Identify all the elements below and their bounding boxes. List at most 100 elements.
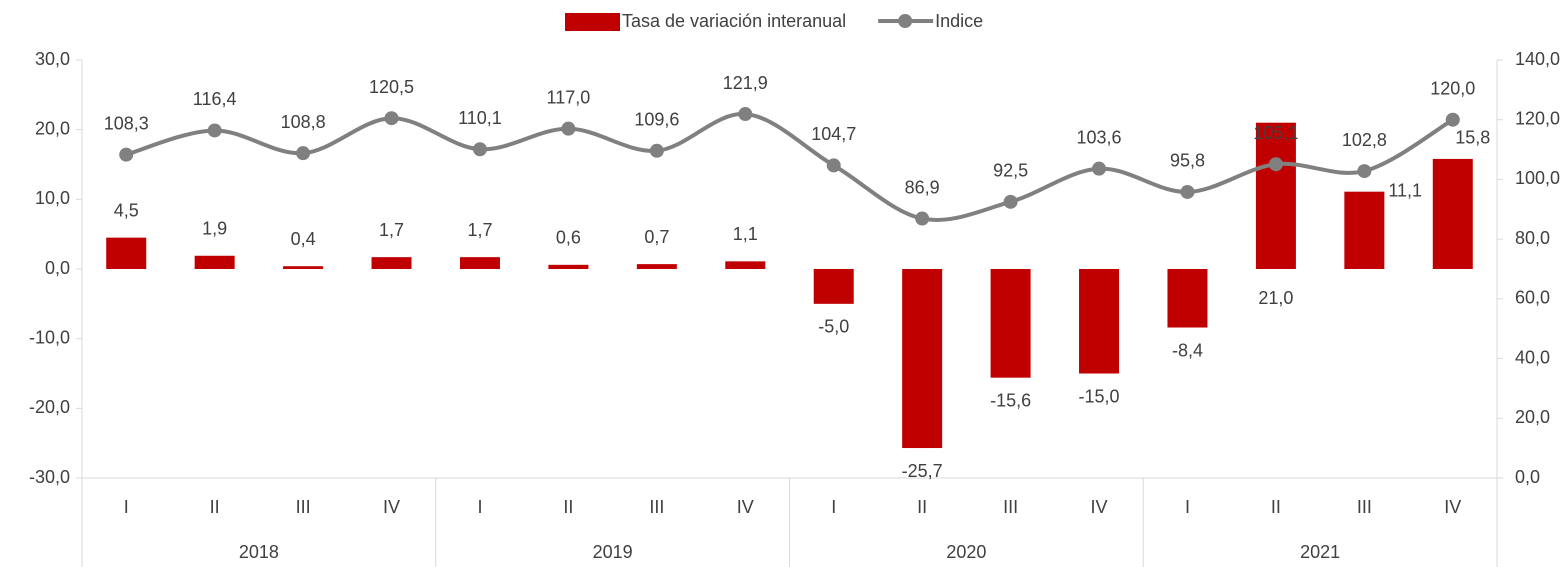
line-marker <box>738 107 753 122</box>
bar <box>194 255 235 269</box>
line-marker <box>561 121 576 136</box>
y-tick-label: 20,0 <box>35 118 70 138</box>
line-marker <box>1445 112 1460 127</box>
bar <box>1432 158 1473 269</box>
y-tick-label: 0,0 <box>45 258 70 278</box>
y-tick-label: -30,0 <box>29 467 70 487</box>
bar <box>283 266 324 269</box>
x-tick-label: I <box>124 497 129 517</box>
line-marker <box>826 158 841 173</box>
bar <box>1255 122 1296 269</box>
bar <box>636 264 677 269</box>
y-tick-label: -20,0 <box>29 397 70 417</box>
line-label: 121,9 <box>723 73 768 93</box>
line-marker <box>384 111 399 126</box>
y2-tick-label: 40,0 <box>1515 347 1550 367</box>
bar-label: 1,1 <box>733 224 758 244</box>
line-marker <box>1357 164 1372 179</box>
bar-label: -25,7 <box>902 461 943 481</box>
bar <box>1167 269 1208 328</box>
bar-label: -5,0 <box>818 317 849 337</box>
x-tick-label: II <box>563 497 573 517</box>
y2-tick-label: 100,0 <box>1515 168 1560 188</box>
group-label: 2020 <box>946 542 986 562</box>
legend-marker <box>898 14 913 28</box>
x-tick-label: IV <box>737 497 754 517</box>
y-tick-label: -10,0 <box>29 327 70 347</box>
line-marker <box>915 211 930 226</box>
group-label: 2021 <box>1300 542 1340 562</box>
line-marker <box>1092 161 1107 176</box>
line-marker <box>119 147 134 162</box>
bar-label: 0,6 <box>556 228 581 248</box>
line-label: 104,7 <box>811 124 856 144</box>
bar-label: -15,6 <box>990 390 1031 410</box>
bar-label: 21,0 <box>1258 288 1293 308</box>
bar <box>548 264 589 269</box>
x-tick-label: IV <box>1091 497 1108 517</box>
x-tick-label: III <box>296 497 311 517</box>
line-marker <box>296 146 311 161</box>
line-label: 108,8 <box>281 112 326 132</box>
bar <box>106 237 147 269</box>
legend-swatch <box>565 13 620 31</box>
y2-tick-label: 120,0 <box>1515 108 1560 128</box>
bar-label: 4,5 <box>114 200 139 220</box>
bar <box>990 269 1031 378</box>
line-label: 117,0 <box>547 87 591 107</box>
y2-tick-label: 0,0 <box>1515 467 1540 487</box>
group-label: 2019 <box>593 542 633 562</box>
x-tick-label: I <box>831 497 836 517</box>
bar-label: -8,4 <box>1172 340 1203 360</box>
x-tick-label: III <box>1003 497 1018 517</box>
line-label: 103,6 <box>1077 127 1122 147</box>
bar <box>813 269 854 304</box>
bar-label: 0,7 <box>644 227 669 247</box>
line-label: 116,4 <box>193 89 237 109</box>
x-tick-label: III <box>1357 497 1372 517</box>
bar-label: 0,4 <box>291 229 316 249</box>
bar <box>725 261 766 269</box>
group-label: 2018 <box>239 542 279 562</box>
line-label: 86,9 <box>905 177 940 197</box>
x-tick-label: II <box>210 497 220 517</box>
legend-label: Indice <box>935 11 983 31</box>
line-label: 110,1 <box>458 108 502 128</box>
line-label: 108,3 <box>104 113 149 133</box>
bar <box>371 257 412 269</box>
line-label: 120,0 <box>1430 78 1475 98</box>
line-label: 109,6 <box>634 110 679 130</box>
line-marker <box>1180 184 1195 199</box>
line-label: 95,8 <box>1170 151 1205 171</box>
legend-label: Tasa de variación interanual <box>622 11 846 31</box>
y2-tick-label: 140,0 <box>1515 49 1560 69</box>
x-tick-label: III <box>649 497 664 517</box>
x-tick-label: IV <box>1444 497 1461 517</box>
y2-tick-label: 80,0 <box>1515 228 1550 248</box>
x-tick-label: IV <box>383 497 400 517</box>
x-tick-label: I <box>1185 497 1190 517</box>
line-marker <box>1003 194 1018 209</box>
line-marker <box>649 143 664 158</box>
x-tick-label: II <box>1271 497 1281 517</box>
bar-label: 1,7 <box>467 220 492 240</box>
bar-label: 1,7 <box>379 220 404 240</box>
y-tick-label: 30,0 <box>35 49 70 69</box>
bar-label: 1,9 <box>202 219 227 239</box>
bar-label: -15,0 <box>1079 386 1120 406</box>
bar-label: 11,1 <box>1388 180 1422 200</box>
y2-tick-label: 60,0 <box>1515 288 1550 308</box>
y-tick-label: 10,0 <box>35 188 70 208</box>
line-label: 92,5 <box>993 161 1028 181</box>
line <box>125 112 1454 222</box>
line-label: 105,1 <box>1253 123 1298 143</box>
line-marker <box>472 142 487 157</box>
x-tick-label: I <box>477 497 482 517</box>
line-marker <box>207 123 222 138</box>
bar-label: 15,8 <box>1455 128 1490 148</box>
line-marker <box>1268 157 1283 172</box>
bar <box>1079 269 1120 374</box>
line-label: 120,5 <box>369 77 414 97</box>
bar <box>459 257 500 269</box>
